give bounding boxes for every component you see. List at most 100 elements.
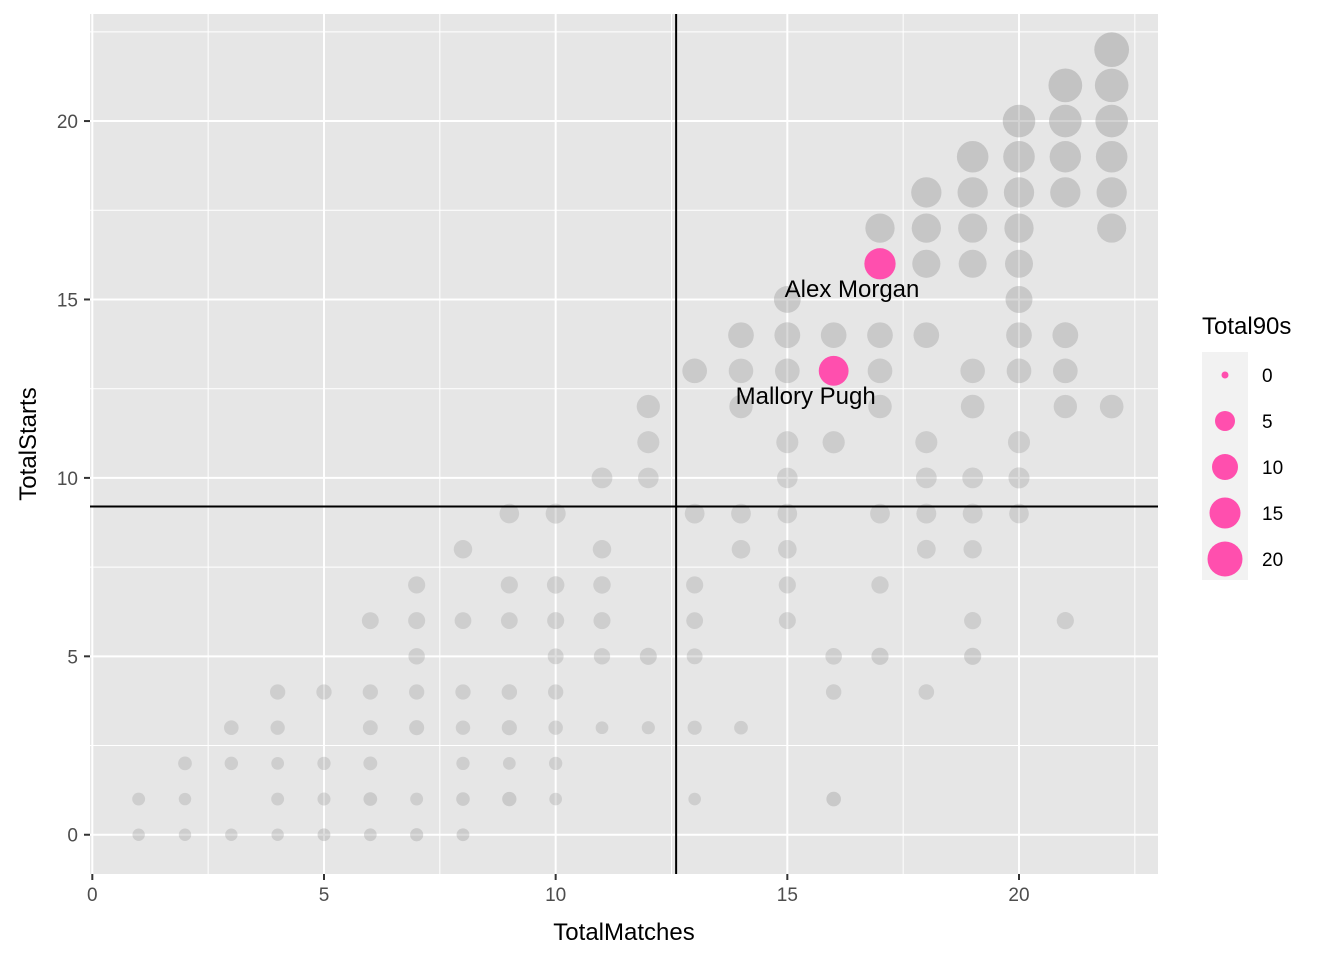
data-point	[682, 358, 707, 384]
data-point	[455, 720, 471, 735]
legend: Total90s 0 5 10 15 20	[1202, 313, 1291, 580]
data-point	[456, 792, 470, 806]
data-point	[1056, 612, 1074, 630]
data-point	[1007, 431, 1031, 454]
plot-panel	[90, 14, 1158, 874]
legend-label: 15	[1262, 504, 1283, 525]
data-point	[502, 791, 517, 807]
x-tick-label: 10	[545, 885, 566, 906]
data-point	[1009, 503, 1029, 524]
data-point	[777, 467, 798, 489]
data-point	[918, 684, 935, 700]
data-point	[960, 394, 985, 419]
data-point	[546, 576, 565, 594]
data-point	[778, 612, 796, 630]
data-point	[686, 576, 704, 594]
data-point	[178, 792, 192, 806]
data-point	[410, 828, 424, 842]
data-point	[1004, 213, 1034, 243]
data-point	[361, 612, 379, 630]
legend-key	[1221, 371, 1229, 379]
data-point	[822, 431, 845, 454]
data-point	[317, 792, 331, 806]
data-point	[1053, 394, 1078, 419]
data-point	[456, 828, 470, 842]
data-point	[641, 721, 655, 735]
y-tick-label: 20	[57, 112, 78, 133]
data-point	[773, 286, 801, 313]
data-point	[956, 140, 989, 173]
data-point	[408, 576, 426, 594]
data-point	[957, 177, 988, 208]
data-point	[501, 684, 518, 700]
data-point	[731, 539, 751, 559]
data-point	[1094, 68, 1129, 103]
data-point	[408, 612, 426, 630]
data-point	[638, 467, 659, 489]
data-point	[408, 684, 425, 700]
data-point	[915, 467, 937, 489]
data-point	[549, 792, 563, 806]
major-gridlines	[90, 14, 1158, 874]
data-point	[501, 720, 517, 736]
data-point	[686, 648, 703, 665]
legend-entries: 0 5 10 15 20	[1207, 366, 1283, 577]
data-point	[549, 756, 563, 771]
data-point	[820, 322, 847, 349]
data-point	[1050, 177, 1081, 208]
data-point	[1003, 140, 1035, 173]
data-point	[774, 358, 800, 384]
data-point	[774, 322, 801, 349]
data-point	[547, 612, 565, 630]
data-point	[545, 503, 566, 524]
legend-key	[1207, 541, 1243, 577]
data-point	[591, 467, 613, 489]
data-point	[1094, 32, 1130, 68]
legend-key	[1209, 497, 1241, 529]
data-point	[270, 720, 285, 735]
data-point	[962, 467, 984, 489]
y-tick-label: 5	[67, 647, 78, 668]
data-point	[453, 540, 473, 559]
data-point	[688, 792, 701, 806]
data-point	[915, 431, 938, 454]
legend-label: 10	[1262, 458, 1283, 479]
data-point	[1005, 249, 1033, 278]
data-point	[132, 828, 145, 841]
data-point	[728, 322, 754, 349]
data-point	[916, 503, 937, 524]
x-tick-label: 20	[1008, 885, 1029, 906]
data-point	[960, 358, 985, 384]
data-point	[871, 647, 889, 665]
data-point	[636, 394, 660, 419]
data-point	[500, 612, 518, 630]
data-point	[964, 647, 982, 665]
data-point	[271, 792, 285, 806]
data-point	[868, 394, 892, 419]
x-tick-label: 15	[777, 885, 798, 906]
data-point	[500, 576, 518, 594]
data-point	[1002, 104, 1036, 138]
data-point	[731, 503, 751, 524]
data-point	[912, 249, 941, 278]
data-point	[316, 684, 332, 700]
data-point	[178, 828, 192, 841]
data-point	[687, 720, 702, 735]
data-point	[592, 540, 612, 559]
y-axis-ticks: 0 5 10 15 20	[57, 112, 90, 847]
data-point	[778, 539, 797, 559]
data-point	[271, 828, 284, 841]
data-point	[1097, 213, 1127, 243]
data-point	[456, 756, 470, 771]
data-point	[224, 756, 239, 771]
data-point	[363, 792, 378, 806]
data-point	[684, 503, 705, 524]
legend-title: Total90s	[1202, 313, 1291, 340]
data-point	[734, 720, 748, 735]
data-point	[1052, 322, 1079, 349]
data-point	[548, 720, 563, 735]
data-point	[639, 647, 657, 665]
data-point	[728, 358, 754, 384]
data-point	[1049, 104, 1082, 138]
